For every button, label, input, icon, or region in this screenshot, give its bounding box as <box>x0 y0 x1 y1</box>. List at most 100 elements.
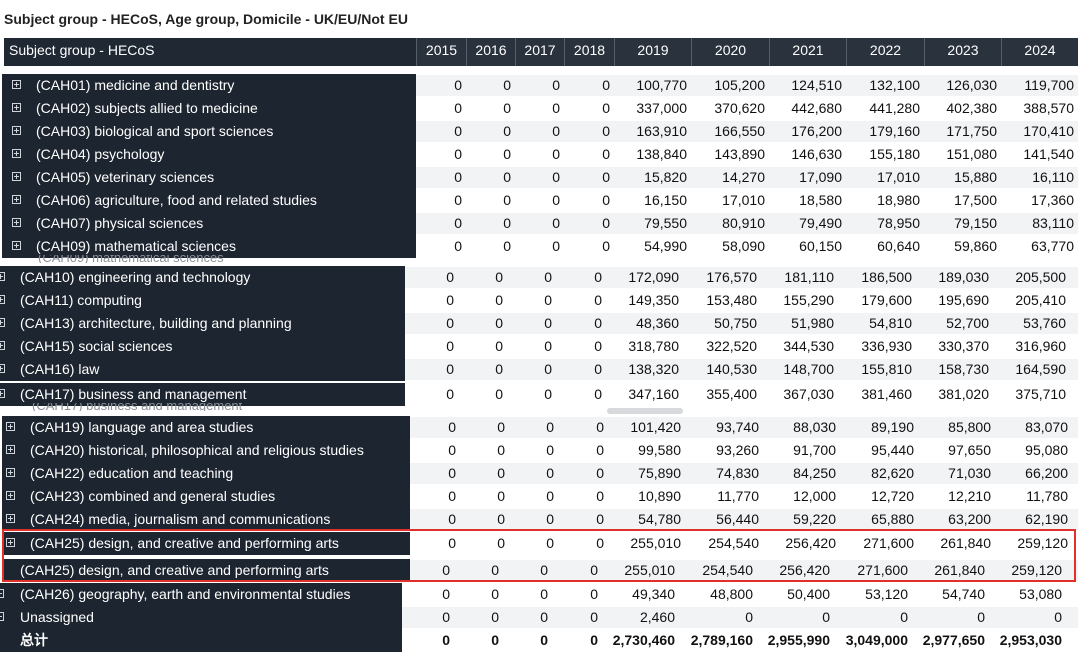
value-cell-2022: 271,600 <box>863 535 914 551</box>
row-header[interactable]: (CAH10) engineering and technology <box>0 266 405 289</box>
row-label: (CAH23) combined and general studies <box>30 488 276 504</box>
row-header[interactable]: (CAH13) architecture, building and plann… <box>0 312 405 335</box>
value-cell-2019: 99,580 <box>638 442 681 458</box>
value-cell-2019: 15,820 <box>644 169 687 185</box>
row-header[interactable]: (CAH23) combined and general studies <box>2 485 410 508</box>
expand-plus-icon[interactable] <box>6 422 15 431</box>
header-year-2017[interactable]: 2017 <box>515 38 564 66</box>
value-cell-2019: 255,010 <box>624 562 675 578</box>
header-year-2018[interactable]: 2018 <box>564 38 614 66</box>
value-cell-2021: 124,510 <box>791 77 842 93</box>
row-header[interactable]: (CAH03) biological and sport sciences <box>2 120 416 143</box>
row-header[interactable]: 总计 <box>0 629 402 652</box>
value-cell-2024: 16,110 <box>1032 169 1074 185</box>
header-year-2021[interactable]: 2021 <box>769 38 846 66</box>
expand-plus-icon[interactable] <box>6 538 15 547</box>
header-subject-group[interactable]: Subject group - HECoS <box>4 38 416 66</box>
row-label: (CAH15) social sciences <box>20 338 173 354</box>
expand-plus-icon[interactable] <box>0 341 5 350</box>
expand-plus-icon[interactable] <box>12 218 21 227</box>
expand-plus-icon[interactable] <box>12 195 21 204</box>
row-header[interactable]: (CAH07) physical sciences <box>2 212 416 235</box>
header-year-2024[interactable]: 2024 <box>1001 38 1078 66</box>
row-header[interactable]: (CAH15) social sciences <box>0 335 405 358</box>
value-cell-2016: 0 <box>491 609 499 625</box>
header-year-2019[interactable]: 2019 <box>614 38 691 66</box>
expand-plus-icon[interactable] <box>0 318 5 327</box>
value-cell-2015: 0 <box>454 238 462 254</box>
value-cell-2017: 0 <box>544 315 552 331</box>
value-cell-2024: 205,500 <box>1015 269 1066 285</box>
header-year-2016[interactable]: 2016 <box>466 38 515 66</box>
row-header[interactable]: (CAH20) historical, philosophical and re… <box>2 439 410 462</box>
value-cell-2017: 0 <box>552 192 560 208</box>
value-cell-2024: 53,080 <box>1019 586 1062 602</box>
value-cell-2024: 53,760 <box>1023 315 1066 331</box>
value-cell-2019: 337,000 <box>636 100 687 116</box>
value-cell-2018: 0 <box>594 315 602 331</box>
value-cell-2015: 0 <box>448 442 456 458</box>
value-cell-2023: 381,020 <box>938 386 989 402</box>
row-header[interactable]: (CAH17) business and management <box>0 383 405 406</box>
row-header[interactable]: (CAH19) language and area studies <box>2 416 410 439</box>
row-header[interactable]: (CAH16) law <box>0 358 405 381</box>
expand-plus-icon[interactable] <box>6 491 15 500</box>
expand-plus-icon[interactable] <box>0 295 5 304</box>
row-header[interactable]: (CAH01) medicine and dentistry <box>2 74 416 97</box>
value-cell-2017: 0 <box>544 292 552 308</box>
value-cell-2024: 316,960 <box>1015 338 1066 354</box>
value-cell-2020: 153,480 <box>706 292 757 308</box>
value-cell-2018: 0 <box>594 338 602 354</box>
row-label: (CAH20) historical, philosophical and re… <box>30 442 364 458</box>
expand-plus-icon[interactable] <box>6 445 15 454</box>
row-header[interactable]: (CAH09) mathematical sciences <box>2 235 416 258</box>
row-header[interactable]: Unassigned <box>0 606 402 629</box>
value-cell-2015: 0 <box>446 338 454 354</box>
row-label: (CAH02) subjects allied to medicine <box>36 100 258 116</box>
expand-plus-icon[interactable] <box>0 612 4 621</box>
expand-plus-icon[interactable] <box>0 272 5 281</box>
row-header[interactable]: (CAH11) computing <box>0 289 405 312</box>
row-header[interactable]: (CAH22) education and teaching <box>2 462 410 485</box>
horizontal-scrollbar[interactable] <box>607 408 683 414</box>
value-cell-2017: 0 <box>546 535 554 551</box>
expand-plus-icon[interactable] <box>12 172 21 181</box>
row-header[interactable]: (CAH24) media, journalism and communicat… <box>2 508 410 531</box>
expand-plus-icon[interactable] <box>6 514 15 523</box>
value-cell-2019: 10,890 <box>638 488 681 504</box>
header-year-2022[interactable]: 2022 <box>846 38 924 66</box>
value-cell-2021: 181,110 <box>784 269 834 285</box>
value-cell-2023: 261,840 <box>940 535 991 551</box>
value-cell-2018: 0 <box>590 562 598 578</box>
value-cell-2024: 141,540 <box>1023 146 1074 162</box>
expand-plus-icon[interactable] <box>0 589 4 598</box>
expand-plus-icon[interactable] <box>12 80 21 89</box>
value-cell-2023: 195,690 <box>938 292 989 308</box>
value-cell-2023: 171,750 <box>946 123 997 139</box>
value-cell-2015: 0 <box>446 269 454 285</box>
row-header[interactable]: (CAH26) geography, earth and environment… <box>0 583 402 606</box>
expand-plus-icon[interactable] <box>0 364 5 373</box>
expand-plus-icon[interactable] <box>0 389 5 398</box>
expand-plus-icon[interactable] <box>12 103 21 112</box>
expand-plus-icon[interactable] <box>12 149 21 158</box>
row-header[interactable]: (CAH05) veterinary sciences <box>2 166 416 189</box>
header-year-2023[interactable]: 2023 <box>924 38 1001 66</box>
value-cell-2017: 0 <box>552 169 560 185</box>
value-cell-2023: 12,210 <box>948 488 991 504</box>
value-cell-2023: 71,030 <box>948 465 991 481</box>
row-header[interactable]: (CAH25) design, and creative and perform… <box>4 559 410 582</box>
expand-plus-icon[interactable] <box>6 468 15 477</box>
row-header[interactable]: (CAH25) design, and creative and perform… <box>2 532 410 555</box>
expand-plus-icon[interactable] <box>12 126 21 135</box>
value-cell-2020: 176,570 <box>706 269 757 285</box>
header-year-2015[interactable]: 2015 <box>416 38 466 66</box>
header-year-2020[interactable]: 2020 <box>691 38 769 66</box>
value-cell-2021: 256,420 <box>779 562 830 578</box>
value-cell-2021: 88,030 <box>793 419 836 435</box>
row-header[interactable]: (CAH02) subjects allied to medicine <box>2 97 416 120</box>
row-header[interactable]: (CAH06) agriculture, food and related st… <box>2 189 416 212</box>
expand-plus-icon[interactable] <box>12 241 21 250</box>
row-header[interactable]: (CAH04) psychology <box>2 143 416 166</box>
table-row: (CAH15) social sciences 0 0 0 0 318,780 322,52… <box>0 335 1080 358</box>
